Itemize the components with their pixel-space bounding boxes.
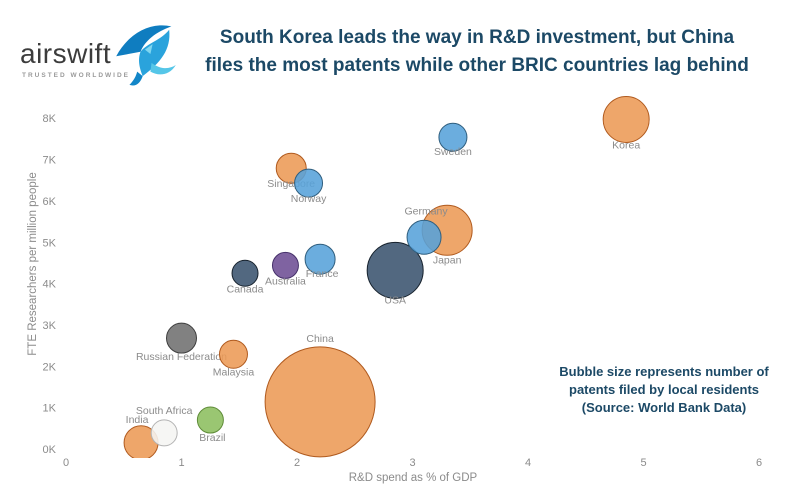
bubble-label-canada: Canada xyxy=(227,283,264,295)
chart-title-line1: South Korea leads the way in R&D investm… xyxy=(219,27,735,48)
bubble-australia[interactable] xyxy=(271,251,299,279)
bubble-korea[interactable] xyxy=(602,95,650,143)
bubble-germany[interactable] xyxy=(406,219,442,255)
y-tick-label: 5K xyxy=(43,237,57,249)
y-tick-label: 7K xyxy=(43,155,57,167)
airswift-logo: airswift TRUSTED WORLDWIDE xyxy=(18,24,178,90)
airswift-bird-icon xyxy=(114,20,178,93)
bubble-label-korea: Korea xyxy=(612,139,640,151)
bubble-label-japan: Japan xyxy=(433,254,462,266)
y-axis-title: FTE Researchers per million people xyxy=(27,172,39,355)
x-tick-label: 6 xyxy=(756,457,762,469)
bubble-label-norway: Norway xyxy=(291,193,327,205)
x-tick-label: 2 xyxy=(294,457,300,469)
y-tick-label: 2K xyxy=(43,361,57,373)
bubble-label-usa: USA xyxy=(384,294,406,306)
bubble-size-note-line3: (Source: World Bank Data) xyxy=(581,400,747,415)
brand-tagline: TRUSTED WORLDWIDE xyxy=(22,72,131,79)
bubble-label-france: France xyxy=(306,268,339,280)
bubble-label-russian-federation: Russian Federation xyxy=(136,351,227,363)
bubble-label-south-africa: South Africa xyxy=(136,405,193,417)
bubble-size-note-line1: Bubble size represents number of xyxy=(559,364,769,379)
bubble-sweden[interactable] xyxy=(438,122,468,152)
chart-title: South Korea leads the way in R&D investm… xyxy=(160,24,794,80)
bubble-malaysia[interactable] xyxy=(218,339,248,369)
y-tick-label: 1K xyxy=(43,403,57,415)
y-tick-label: 8K xyxy=(43,113,57,125)
x-tick-label: 5 xyxy=(640,457,646,469)
bubble-canada[interactable] xyxy=(231,259,259,287)
bubble-label-brazil: Brazil xyxy=(199,432,225,444)
bubble-china[interactable] xyxy=(264,346,376,458)
bubble-usa[interactable] xyxy=(366,241,424,299)
bubble-label-malaysia: Malaysia xyxy=(213,366,255,378)
y-tick-label: 4K xyxy=(43,279,57,291)
y-tick-label: 3K xyxy=(43,320,57,332)
bubble-label-india: India xyxy=(126,414,149,426)
y-tick-label: 0K xyxy=(43,444,57,456)
bubble-label-germany: Germany xyxy=(404,205,448,217)
x-tick-label: 3 xyxy=(409,457,415,469)
bubble-label-china: China xyxy=(306,333,334,345)
x-tick-label: 1 xyxy=(178,457,184,469)
bubble-france[interactable] xyxy=(304,243,336,275)
bubble-south-africa[interactable] xyxy=(150,419,178,447)
bubble-label-sweden: Sweden xyxy=(434,146,472,158)
x-axis-title: R&D spend as % of GDP xyxy=(349,472,478,484)
x-tick-label: 0 xyxy=(63,457,69,469)
brand-name: airswift xyxy=(20,38,112,69)
bubble-label-australia: Australia xyxy=(265,275,306,287)
chart-title-line2: files the most patents while other BRIC … xyxy=(205,55,749,76)
y-tick-label: 6K xyxy=(43,196,57,208)
bubble-brazil[interactable] xyxy=(196,406,224,434)
bubble-russian-federation[interactable] xyxy=(166,322,197,354)
bubble-size-note: Bubble size represents number of patents… xyxy=(528,363,800,417)
bubble-norway[interactable] xyxy=(294,168,324,198)
x-tick-label: 4 xyxy=(525,457,531,469)
bubble-size-note-line2: patents filed by local residents xyxy=(569,382,759,397)
